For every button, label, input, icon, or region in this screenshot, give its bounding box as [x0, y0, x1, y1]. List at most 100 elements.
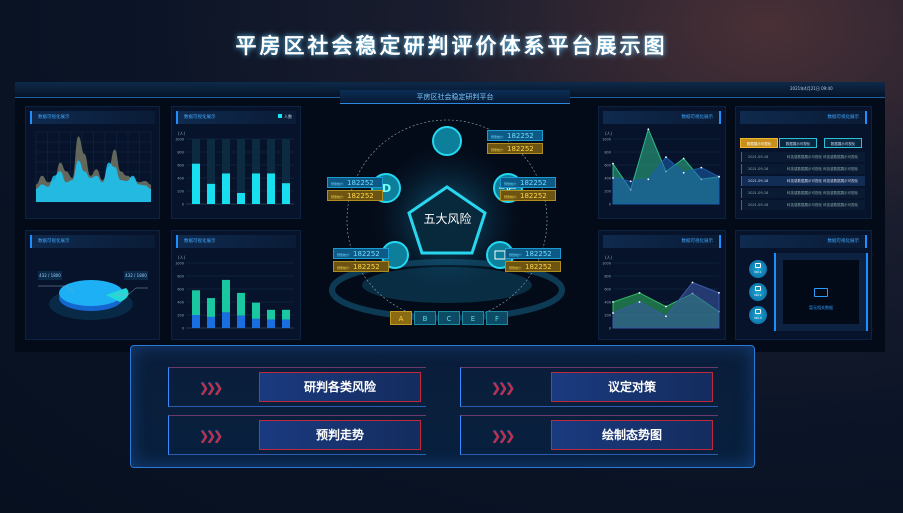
letter-tab-A[interactable]: A [390, 311, 412, 325]
stat-label: 预警统计: [337, 266, 351, 270]
data-point [665, 315, 667, 318]
bar-track [282, 139, 290, 204]
data-point [691, 281, 694, 284]
table-row[interactable]: 2021-09-18 科技感数据展示可视化 科技感数据展示可视化 [741, 152, 865, 162]
y-unit-label: (人) [178, 131, 186, 136]
risk-stat-tag: 预警统计: 182252 [487, 130, 543, 141]
action-button-4[interactable]: 绘制态势图 [551, 420, 713, 450]
bar-bottom [237, 315, 245, 328]
table-row[interactable]: 2021-09-18 科技感数据展示可视化 科技感数据展示可视化 [741, 188, 865, 198]
y-unit-label: (人) [178, 255, 186, 260]
data-point [638, 301, 641, 303]
action-button-1[interactable]: 研判各类风险 [259, 372, 421, 402]
letter-tab-F[interactable]: F [486, 311, 508, 325]
letter-tab-C[interactable]: C [438, 311, 460, 325]
stat-label: 预警统计: [491, 148, 505, 152]
stat-label: 预警统计: [491, 135, 505, 139]
bar-chart: 0 200 400 600 800 1000 (人) [175, 131, 294, 207]
row-date: 2021-09-18 [748, 203, 769, 207]
tab-1[interactable]: 数据展示可视化 [740, 138, 778, 148]
stat-value: 182252 [507, 145, 534, 153]
data-point [700, 166, 703, 169]
risk-stat-tag: 预警统计: 182252 [333, 261, 389, 272]
table-row[interactable]: 2021-09-18 科技感数据展示可视化 科技感数据展示可视化 [741, 164, 865, 174]
tab-3[interactable]: 数据展示可视化 [824, 138, 862, 148]
data-point [682, 171, 685, 174]
data-point [612, 162, 614, 165]
stat-value: 182252 [353, 250, 380, 258]
bar-top [207, 298, 215, 317]
media-screen: 暂无相关数据 [783, 260, 859, 324]
row-text: 科技感数据展示可视化 科技感数据展示可视化 [787, 179, 859, 183]
stat-label: 预警统计: [337, 253, 351, 257]
y-tick-label: 400 [177, 177, 184, 181]
y-tick-label: 200 [604, 314, 611, 318]
bar [282, 183, 290, 204]
series-area [612, 281, 720, 329]
panel-stacked: 数据可视化展示 0 200 400 600 800 1000 (人) [171, 230, 301, 340]
panel-title: 数据可视化展示 [176, 235, 296, 248]
bar-track [252, 139, 260, 204]
y-unit-label: (人) [605, 255, 613, 260]
bar-bottom [282, 319, 290, 328]
media-item-3[interactable]: NO.3 [749, 306, 767, 324]
table-row[interactable]: 2021-09-18 科技感数据展示可视化 科技感数据展示可视化 [741, 176, 865, 186]
letter-tab-E[interactable]: E [462, 311, 484, 325]
row-text: 科技感数据展示可视化 科技感数据展示可视化 [787, 203, 859, 207]
bar [237, 192, 245, 204]
action-item-1: ❯❯❯ 研判各类风险 [168, 367, 426, 407]
pie-leader [38, 285, 75, 293]
data-point [647, 128, 650, 131]
tab-2[interactable]: 数据展示可视化 [779, 138, 817, 148]
y-tick-label: 1000 [602, 138, 611, 142]
bar-top [252, 302, 260, 319]
pie-chart: 432 / 1800 432 / 1800 [38, 271, 148, 320]
panel-pie: 数据可视化展示 432 / 1800 432 / 1800 [25, 230, 160, 340]
bar-track [237, 139, 245, 204]
media-label: NO.3 [754, 316, 762, 320]
bar-top [222, 279, 230, 313]
pie-label-box [38, 271, 62, 280]
y-tick-label: 800 [604, 151, 611, 155]
stat-label: 预警统计: [509, 253, 523, 257]
risk-node-top[interactable] [432, 126, 462, 156]
y-tick-label: 1000 [175, 262, 184, 266]
stat-value: 182252 [353, 263, 380, 271]
panel-area: 数据可视化展示 0 200 400 600 800 1000 (人) [598, 106, 726, 219]
y-tick-label: 600 [177, 288, 184, 292]
bar [207, 183, 215, 204]
media-item-1[interactable]: NO.1 [749, 260, 767, 278]
risk-stat-tag: 预警统计: 182252 [327, 177, 383, 188]
stacked-bar-chart: 0 200 400 600 800 1000 (人) [175, 255, 294, 331]
y-tick-label: 800 [177, 151, 184, 155]
y-tick-label: 600 [604, 164, 611, 168]
bar-bottom [222, 312, 230, 328]
action-button-2[interactable]: 议定对策 [551, 372, 713, 402]
bar-track [222, 139, 230, 204]
stat-label: 预警统计: [504, 195, 518, 199]
bar-top [267, 309, 275, 320]
stat-label: 预警统计: [331, 182, 345, 186]
y-tick-label: 400 [604, 177, 611, 181]
letter-tab-B[interactable]: B [414, 311, 436, 325]
row-date: 2021-09-18 [748, 179, 769, 183]
stat-label: 预警统计: [504, 182, 518, 186]
y-tick-label: 0 [609, 327, 611, 331]
y-unit-label: (人) [605, 131, 613, 136]
y-tick-label: 0 [182, 203, 184, 207]
media-item-2[interactable]: NO.2 [749, 283, 767, 301]
panel-title: 数据可视化展示 [740, 111, 867, 124]
data-point [718, 175, 720, 178]
legend-swatch [278, 114, 282, 118]
area-chart: 0 200 400 600 800 1000 (人) [602, 127, 720, 207]
action-button-3[interactable]: 预判走势 [259, 420, 421, 450]
risk-stat-tag: 预警统计: 182252 [500, 177, 556, 188]
media-icon [755, 263, 761, 268]
y-tick-label: 200 [177, 190, 184, 194]
media-label: NO.1 [754, 270, 762, 274]
table-row[interactable]: 2021-09-18 科技感数据展示可视化 科技感数据展示可视化 [741, 200, 865, 210]
risk-stat-tag: 预警统计: 182252 [487, 143, 543, 154]
risk-stat-tag: 预警统计: 182252 [505, 248, 561, 259]
media-label: NO.2 [754, 293, 762, 297]
